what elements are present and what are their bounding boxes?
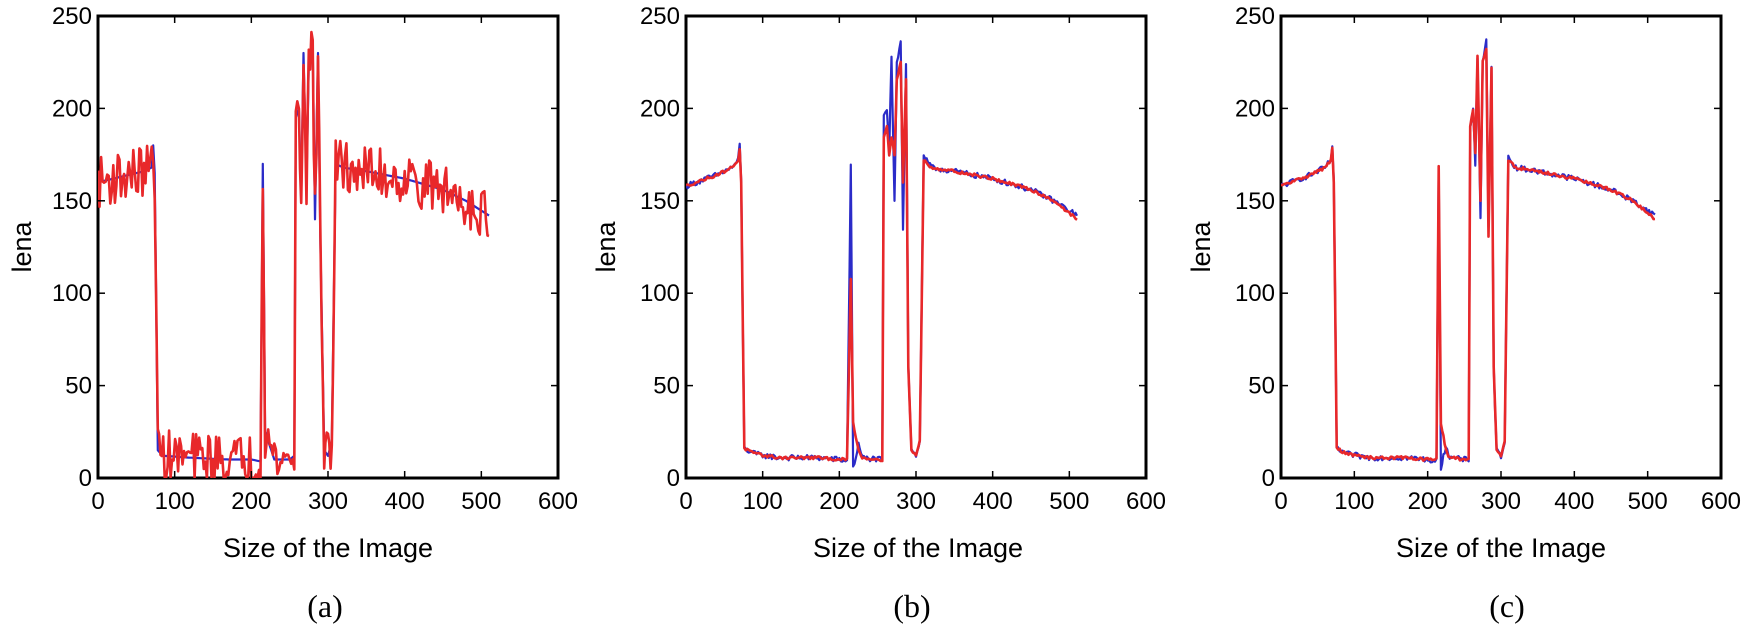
y-tick-label: 0	[79, 465, 92, 492]
caption-b: (b)	[893, 588, 930, 624]
x-tick-label: 0	[91, 488, 104, 515]
y-tick-label: 200	[52, 95, 92, 122]
y-tick-label: 50	[653, 373, 680, 400]
x-tick-label: 500	[1628, 488, 1668, 515]
y-tick-label: 100	[1235, 280, 1275, 307]
x-tick-label: 300	[896, 488, 936, 515]
x-tick-label: 600	[1701, 488, 1741, 515]
caption-a: (a)	[307, 588, 343, 624]
y-tick-label: 50	[65, 373, 92, 400]
x-tick-label: 300	[1481, 488, 1521, 515]
x-tick-label: 200	[231, 488, 271, 515]
series-line-noisy-a	[98, 30, 490, 478]
x-tick-label: 500	[1049, 488, 1089, 515]
x-tick-label: 400	[385, 488, 425, 515]
y-axis-label-b: lena	[591, 220, 621, 272]
y-tick-label: 250	[52, 3, 92, 30]
y-tick-label: 200	[1235, 95, 1275, 122]
panel-c: 0 100 200 300 400 500 600 0 50 100 150 200 250 Size …	[1186, 3, 1741, 624]
y-axis-label-a: lena	[7, 220, 37, 272]
panel-a-content: 0 100 200 300 400 500 600 0 50 100 150 200 250	[52, 3, 578, 515]
x-axis-label-b: Size of the Image	[813, 533, 1023, 563]
panel-b: 0 100 200 300 400 500 600 0 50 100 150 200 250 Size …	[591, 3, 1166, 624]
panel-a: 0 100 200 300 400 500 600 0 50 100 150 200 250 Size …	[7, 3, 578, 624]
caption-c: (c)	[1489, 588, 1525, 624]
panel-c-content: 0 100 200 300 400 500 600 0 50 100 150 200 250	[1235, 3, 1741, 515]
y-tick-label: 150	[52, 188, 92, 215]
x-tick-label: 100	[743, 488, 783, 515]
y-tick-label: 150	[1235, 188, 1275, 215]
x-tick-label: 100	[1334, 488, 1374, 515]
plot-area-b	[684, 14, 1148, 480]
series-line-denoised-b	[686, 60, 1078, 463]
y-tick-label: 100	[52, 280, 92, 307]
x-tick-label: 400	[973, 488, 1013, 515]
x-tick-label: 0	[679, 488, 692, 515]
x-axis-label-c: Size of the Image	[1396, 533, 1606, 563]
x-tick-label: 100	[155, 488, 195, 515]
y-tick-label: 200	[640, 95, 680, 122]
y-tick-label: 250	[640, 3, 680, 30]
x-tick-label: 500	[461, 488, 501, 515]
x-tick-label: 600	[1126, 488, 1166, 515]
y-tick-label: 50	[1248, 373, 1275, 400]
y-tick-label: 250	[1235, 3, 1275, 30]
x-tick-label: 300	[308, 488, 348, 515]
x-axis-label-a: Size of the Image	[223, 533, 433, 563]
y-tick-label: 0	[1262, 465, 1275, 492]
y-tick-label: 100	[640, 280, 680, 307]
x-tick-label: 0	[1274, 488, 1287, 515]
plot-area-c	[1279, 14, 1723, 480]
panel-b-content: 0 100 200 300 400 500 600 0 50 100 150 200 250	[640, 3, 1166, 515]
y-axis-label-c: lena	[1186, 220, 1216, 272]
plot-area-a	[96, 14, 560, 480]
series-line-denoised-c	[1281, 47, 1656, 462]
y-tick-label: 0	[667, 465, 680, 492]
y-tick-label: 150	[640, 188, 680, 215]
x-tick-label: 400	[1554, 488, 1594, 515]
x-tick-label: 600	[538, 488, 578, 515]
x-tick-label: 200	[1408, 488, 1448, 515]
x-tick-label: 200	[819, 488, 859, 515]
